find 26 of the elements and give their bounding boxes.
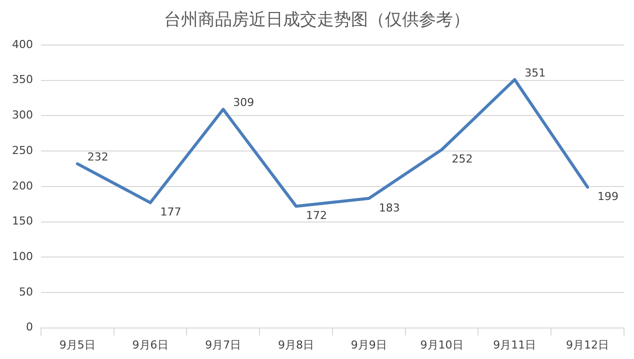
- data-label: 199: [598, 190, 619, 203]
- y-tick-label: 350: [12, 73, 33, 86]
- data-label: 232: [87, 150, 108, 164]
- x-tick-label: 9月12日: [566, 338, 610, 352]
- x-tick-label: 9月5日: [59, 338, 96, 352]
- x-tick-label: 9月6日: [132, 338, 168, 352]
- y-tick-label: 50: [18, 285, 33, 298]
- data-label: 183: [378, 201, 400, 214]
- data-label: 172: [306, 209, 328, 222]
- y-tick-label: 400: [12, 38, 33, 51]
- x-tick-label: 9月11日: [493, 338, 536, 352]
- x-tick-label: 9月8日: [278, 338, 314, 352]
- data-label: 351: [524, 66, 546, 80]
- y-tick-label: 200: [12, 179, 33, 192]
- y-tick-label: 300: [12, 108, 33, 122]
- chart-title: 台州商品房近日成交走势图（仅供参考）: [163, 9, 471, 31]
- x-tick-label: 9月9日: [350, 338, 387, 352]
- x-tick-label: 9月7日: [205, 338, 242, 352]
- x-tick-label: 9月10日: [420, 338, 464, 352]
- data-label: 252: [452, 152, 473, 166]
- y-tick-label: 250: [12, 144, 33, 157]
- y-tick-label: 150: [12, 214, 33, 228]
- y-tick-label: 100: [12, 250, 33, 263]
- data-label: 309: [233, 96, 254, 110]
- y-tick-label: 0: [26, 320, 33, 334]
- data-label: 177: [160, 206, 182, 219]
